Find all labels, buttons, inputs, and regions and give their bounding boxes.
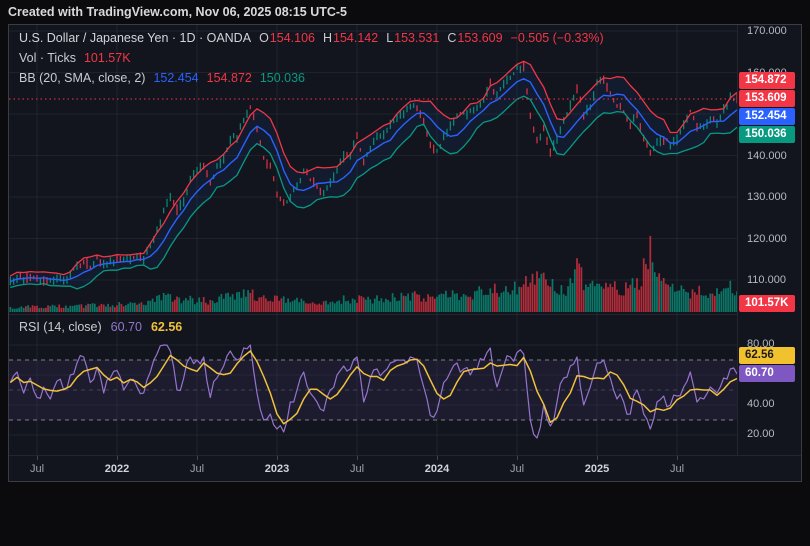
time-tick-mark [197,456,198,460]
time-axis-label: Jul [29,463,45,475]
time-axis-label: 2024 [424,463,450,475]
bb-upper-line [9,60,737,277]
rsi-axis-label: 40.00 [747,398,775,410]
time-axis-label: 2023 [264,463,290,475]
price-badge: 153.609 [739,90,795,107]
price-badge: 152.454 [739,108,795,125]
bb-band-fill [10,61,737,289]
rsi-ma-line [9,350,737,425]
time-axis-label: Jul [349,463,365,475]
price-scale-axis[interactable]: 170.000160.000140.000130.000120.000110.0… [737,25,802,455]
candles-down [19,61,737,286]
rsi-band-fill [9,360,737,420]
price-axis-label: 120.000 [747,233,787,245]
rsi-badge: 60.70 [739,365,795,382]
rsi-axis-label: 20.00 [747,428,775,440]
price-badge: 150.036 [739,126,795,143]
time-axis-label: Jul [509,463,525,475]
volume-badge: 101.57K [739,295,795,312]
main-price-pane[interactable]: U.S. Dollar / Japanese Yen · 1D · OANDA … [9,25,737,314]
price-chart-canvas[interactable] [9,25,737,314]
time-tick-mark [517,456,518,460]
time-scale-axis[interactable]: Jul 2022 Jul 2023 Jul 2024 Jul 2025 Jul [9,455,801,482]
price-badge: 154.872 [739,72,795,89]
rsi-badge: 62.56 [739,347,795,364]
price-axis-label: 140.000 [747,150,787,162]
price-axis-label: 110.000 [747,274,786,286]
time-axis-label: 2022 [104,463,130,475]
time-tick-mark [357,456,358,460]
time-axis-label: 2025 [584,463,610,475]
attribution-text: Created with TradingView.com, Nov 06, 20… [8,5,348,19]
time-tick-mark [37,456,38,460]
price-axis-label: 130.000 [747,191,787,203]
bb-basis-line [10,78,737,283]
time-axis-label: Jul [669,463,685,475]
time-tick-mark [277,456,278,460]
volume-bars-up [9,262,737,312]
time-tick-mark [117,456,118,460]
time-tick-mark [437,456,438,460]
rsi-pane[interactable]: RSI (14, close) 60.70 62.56 [9,314,737,456]
time-axis-label: Jul [189,463,205,475]
time-tick-mark [597,456,598,460]
time-tick-mark [677,456,678,460]
bb-lower-line [10,95,737,290]
footer: TradingView [0,482,810,546]
volume-bars-down [25,235,716,312]
attribution-bar: Created with TradingView.com, Nov 06, 20… [8,3,347,21]
price-gridlines [9,25,737,314]
rsi-chart-canvas[interactable] [9,315,737,456]
price-axis-label: 170.000 [747,25,787,37]
chart-widget: U.S. Dollar / Japanese Yen · 1D · OANDA … [8,24,802,482]
